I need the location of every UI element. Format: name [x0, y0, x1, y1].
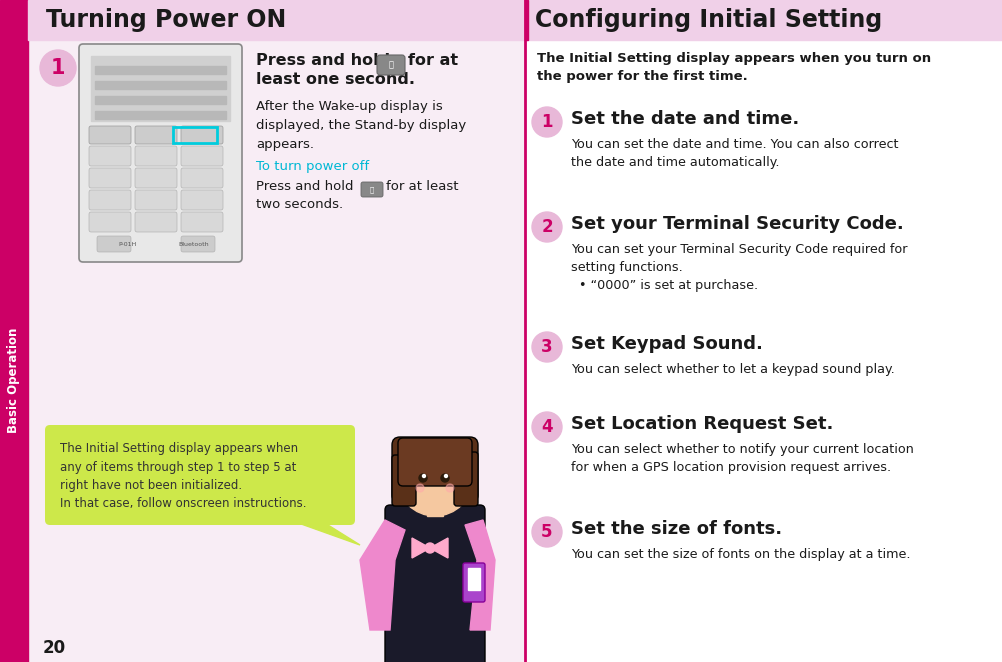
FancyBboxPatch shape	[463, 563, 485, 602]
Text: You can set the size of fonts on the display at a time.: You can set the size of fonts on the dis…	[570, 548, 910, 561]
Circle shape	[40, 50, 76, 86]
Text: ⌒: ⌒	[370, 186, 374, 193]
Bar	[172, 127, 216, 143]
Text: You can set your Terminal Security Code required for
setting functions.
  • “000: You can set your Terminal Security Code …	[570, 243, 907, 292]
FancyBboxPatch shape	[97, 236, 131, 252]
Text: Set Location Request Set.: Set Location Request Set.	[570, 415, 833, 433]
Bar	[524, 0, 1002, 662]
FancyBboxPatch shape	[392, 437, 478, 503]
FancyBboxPatch shape	[89, 146, 131, 166]
Circle shape	[531, 517, 561, 547]
Bar	[0, 0, 28, 662]
Bar	[95, 66, 225, 74]
Text: ⌒: ⌒	[388, 60, 393, 70]
Circle shape	[397, 440, 473, 516]
Text: 2: 2	[541, 218, 552, 236]
Text: two seconds.: two seconds.	[256, 198, 343, 211]
Bar	[91, 56, 229, 121]
FancyBboxPatch shape	[361, 182, 383, 197]
FancyBboxPatch shape	[45, 425, 355, 525]
Text: The Initial Setting display appears when you turn on
the power for the first tim: The Initial Setting display appears when…	[536, 52, 930, 83]
FancyBboxPatch shape	[135, 190, 176, 210]
Text: 1: 1	[541, 113, 552, 131]
FancyBboxPatch shape	[135, 212, 176, 232]
Text: 20: 20	[43, 639, 66, 657]
Circle shape	[531, 212, 561, 242]
FancyBboxPatch shape	[135, 146, 176, 166]
Text: Basic Operation: Basic Operation	[7, 327, 20, 433]
Text: for at least: for at least	[386, 180, 458, 193]
Bar	[95, 111, 225, 119]
Text: P-01H: P-01H	[118, 242, 136, 247]
FancyBboxPatch shape	[180, 190, 222, 210]
Circle shape	[444, 475, 447, 477]
Text: Bluetooth: Bluetooth	[177, 242, 208, 247]
Text: Set your Terminal Security Code.: Set your Terminal Security Code.	[570, 215, 903, 233]
Polygon shape	[360, 520, 405, 630]
FancyBboxPatch shape	[454, 452, 478, 506]
Circle shape	[419, 474, 427, 482]
Polygon shape	[290, 520, 360, 545]
FancyBboxPatch shape	[89, 190, 131, 210]
FancyBboxPatch shape	[180, 236, 214, 252]
FancyBboxPatch shape	[398, 438, 472, 486]
Circle shape	[531, 107, 561, 137]
Circle shape	[422, 475, 425, 477]
Text: Press and hold: Press and hold	[256, 180, 353, 193]
Text: least one second.: least one second.	[256, 72, 415, 87]
Circle shape	[441, 474, 449, 482]
FancyBboxPatch shape	[89, 168, 131, 188]
Circle shape	[416, 484, 424, 492]
Text: You can select whether to notify your current location
for when a GPS location p: You can select whether to notify your cu…	[570, 443, 913, 474]
Text: 1: 1	[51, 58, 65, 78]
FancyBboxPatch shape	[377, 55, 405, 75]
Polygon shape	[430, 538, 448, 558]
Bar	[95, 96, 225, 104]
Text: Press and hold: Press and hold	[256, 53, 390, 68]
FancyBboxPatch shape	[385, 505, 485, 662]
Text: Configuring Initial Setting: Configuring Initial Setting	[534, 8, 882, 32]
Circle shape	[531, 332, 561, 362]
Polygon shape	[412, 538, 430, 558]
Text: You can select whether to let a keypad sound play.: You can select whether to let a keypad s…	[570, 363, 894, 376]
Text: The Initial Setting display appears when
any of items through step 1 to step 5 a: The Initial Setting display appears when…	[60, 442, 307, 510]
Circle shape	[531, 412, 561, 442]
Bar	[28, 0, 524, 40]
FancyBboxPatch shape	[180, 212, 222, 232]
Bar	[427, 498, 443, 516]
FancyBboxPatch shape	[79, 44, 241, 262]
Circle shape	[446, 484, 454, 492]
FancyBboxPatch shape	[180, 126, 222, 144]
FancyBboxPatch shape	[89, 126, 131, 144]
Bar	[28, 0, 524, 662]
Text: After the Wake-up display is
displayed, the Stand-by display
appears.: After the Wake-up display is displayed, …	[256, 100, 466, 151]
FancyBboxPatch shape	[392, 455, 416, 506]
Text: Set the date and time.: Set the date and time.	[570, 110, 799, 128]
Text: for at: for at	[408, 53, 458, 68]
FancyBboxPatch shape	[135, 168, 176, 188]
Text: To turn power off: To turn power off	[256, 160, 369, 173]
Text: 5: 5	[541, 523, 552, 541]
Polygon shape	[465, 520, 495, 630]
Bar	[524, 0, 527, 40]
Text: 3: 3	[541, 338, 552, 356]
Bar	[524, 0, 1002, 40]
FancyBboxPatch shape	[180, 146, 222, 166]
Text: 4: 4	[541, 418, 552, 436]
FancyBboxPatch shape	[89, 212, 131, 232]
Text: You can set the date and time. You can also correct
the date and time automatica: You can set the date and time. You can a…	[570, 138, 898, 169]
Circle shape	[425, 543, 435, 553]
Text: Set the size of fonts.: Set the size of fonts.	[570, 520, 782, 538]
Bar	[468, 568, 480, 590]
Bar	[95, 81, 225, 89]
FancyBboxPatch shape	[180, 168, 222, 188]
Text: Turning Power ON: Turning Power ON	[46, 8, 286, 32]
FancyBboxPatch shape	[135, 126, 176, 144]
Text: Set Keypad Sound.: Set Keypad Sound.	[570, 335, 763, 353]
